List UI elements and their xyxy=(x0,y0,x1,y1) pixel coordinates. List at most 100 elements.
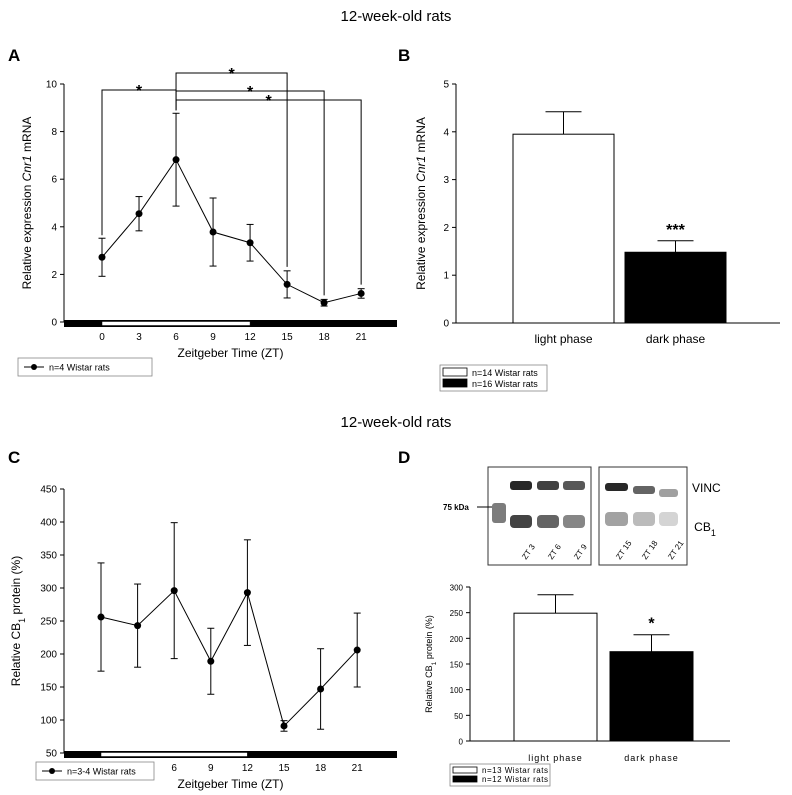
chart-b-y-tick-label: 4 xyxy=(443,127,449,138)
chart-c-data-point xyxy=(97,613,105,621)
chart-c-x-axis-label: Zeitgeber Time (ZT) xyxy=(177,777,283,791)
panel-letter-b: B xyxy=(398,46,411,65)
chart-a-x-tick-label: 15 xyxy=(282,332,294,343)
chart-b-y-tick-label: 1 xyxy=(443,271,449,282)
chart-d-significance-star: * xyxy=(648,616,655,633)
chart-d-category-label: dark phase xyxy=(624,753,679,763)
chart-b-bar xyxy=(624,251,727,324)
blot-band-cb1 xyxy=(563,515,585,528)
chart-c-data-point xyxy=(317,685,325,693)
chart-c-x-tick-label: 9 xyxy=(208,763,214,774)
chart-d-y-tick-label: 250 xyxy=(450,609,464,618)
panel-letter-a: A xyxy=(8,46,21,65)
chart-c-legend-marker xyxy=(49,768,55,774)
chart-b-y-tick-label: 3 xyxy=(443,175,449,186)
chart-d-legend-label: n=12 Wistar rats xyxy=(482,775,548,784)
chart-c-y-tick-label: 200 xyxy=(40,650,57,661)
blot-label-cb1: CB1 xyxy=(694,520,716,538)
chart-c-data-point xyxy=(170,587,178,595)
chart-d-legend-swatch xyxy=(452,775,478,783)
chart-a-data-point xyxy=(320,299,328,307)
chart-a-significance-star: * xyxy=(136,83,143,100)
chart-c-x-tick-label: 12 xyxy=(242,763,254,774)
blot-band-cb1 xyxy=(537,515,559,528)
chart-a-x-tick-label: 9 xyxy=(210,332,216,343)
chart-c-data-point xyxy=(280,722,288,730)
chart-b-y-tick-label: 0 xyxy=(443,319,449,330)
chart-a-significance-star: * xyxy=(228,66,235,83)
chart-a-y-tick-label: 2 xyxy=(51,270,57,281)
chart-a-data-point xyxy=(357,289,365,297)
chart-a-series-line xyxy=(101,158,362,304)
chart-a-data-point xyxy=(246,239,254,247)
blot-marker-label: 75 kDa xyxy=(443,503,469,512)
chart-c-y-tick-label: 50 xyxy=(46,749,58,760)
chart-c-y-tick-label: 300 xyxy=(40,584,57,595)
chart-b-category-label: light phase xyxy=(534,332,592,346)
chart-b-category-label: dark phase xyxy=(646,332,706,346)
chart-a-y-tick-label: 4 xyxy=(51,222,57,233)
chart-d-legend-label: n=13 Wistar rats xyxy=(482,766,548,775)
blot-band-vinculin xyxy=(659,489,678,497)
chart-c-data-point xyxy=(207,657,215,665)
chart-d-bar xyxy=(513,612,598,742)
chart-c-y-tick-label: 350 xyxy=(40,551,57,562)
chart-b-y-tick-label: 5 xyxy=(443,80,449,91)
blot-band-cb1 xyxy=(633,512,655,526)
chart-d-category-label: light phase xyxy=(528,753,583,763)
panel-letter-c: C xyxy=(8,448,21,467)
chart-d-y-tick-label: 100 xyxy=(450,686,464,695)
blot-band-cb1 xyxy=(510,515,532,528)
chart-d-legend-swatch xyxy=(452,766,478,774)
chart-a-data-point xyxy=(135,210,143,218)
blot-ladder-band xyxy=(492,503,506,523)
chart-a-significance-bracket xyxy=(175,90,325,296)
chart-c-series-line xyxy=(100,589,358,727)
chart-a-data-point xyxy=(209,228,217,236)
chart-a-x-tick-label: 21 xyxy=(356,332,368,343)
bottom-heading: 12-week-old rats xyxy=(340,414,452,431)
chart-a-x-tick-label: 6 xyxy=(173,332,179,343)
chart-a-data-point xyxy=(283,280,291,288)
chart-d-y-tick-label: 0 xyxy=(459,738,464,747)
chart-d-bar xyxy=(609,651,694,742)
chart-b-legend-swatch xyxy=(442,378,468,388)
chart-c-y-tick-label: 400 xyxy=(40,518,57,529)
blot-label-vinc: VINC xyxy=(692,481,721,495)
chart-a-significance-star: * xyxy=(247,84,254,101)
blot-band-cb1 xyxy=(659,512,678,526)
blot-band-cb1 xyxy=(605,512,628,526)
chart-b-significance-star: *** xyxy=(666,222,685,239)
chart-a-x-tick-label: 0 xyxy=(99,332,105,343)
chart-c-data-point xyxy=(243,589,251,597)
chart-b-y-tick-label: 2 xyxy=(443,223,449,234)
chart-b-y-axis-label: Relative expression Cnr1 mRNA xyxy=(414,117,428,290)
blot-band-vinculin xyxy=(605,483,628,491)
chart-c-x-tick-label: 18 xyxy=(315,763,327,774)
chart-a-data-point xyxy=(98,253,106,261)
chart-c-x-tick-label: 15 xyxy=(278,763,290,774)
chart-a-data-point xyxy=(172,156,180,164)
chart-d-y-tick-label: 200 xyxy=(450,635,464,644)
chart-c-y-axis-label: Relative CB1 protein (%) xyxy=(9,556,27,686)
chart-a-x-tick-label: 12 xyxy=(245,332,257,343)
top-heading: 12-week-old rats xyxy=(340,8,452,25)
panel-letter-d: D xyxy=(398,448,411,467)
chart-c-x-tick-label: 21 xyxy=(352,763,364,774)
chart-a-x-tick-label: 18 xyxy=(319,332,331,343)
chart-b-bar xyxy=(512,133,615,324)
chart-c-legend-box xyxy=(35,761,155,781)
chart-c-data-point xyxy=(353,646,361,654)
chart-c-y-tick-label: 100 xyxy=(40,716,57,727)
chart-a-light-phase-bar xyxy=(101,321,251,326)
chart-c-y-tick-label: 250 xyxy=(40,617,57,628)
chart-a-y-tick-label: 8 xyxy=(51,127,57,138)
chart-c-light-phase-bar xyxy=(100,752,248,757)
blot-band-vinculin xyxy=(633,486,655,494)
chart-c-data-point xyxy=(134,622,142,630)
chart-d-y-tick-label: 150 xyxy=(450,661,464,670)
chart-a-y-tick-label: 6 xyxy=(51,175,57,186)
chart-d-y-tick-label: 300 xyxy=(450,584,464,593)
chart-a-legend-box xyxy=(17,357,153,377)
